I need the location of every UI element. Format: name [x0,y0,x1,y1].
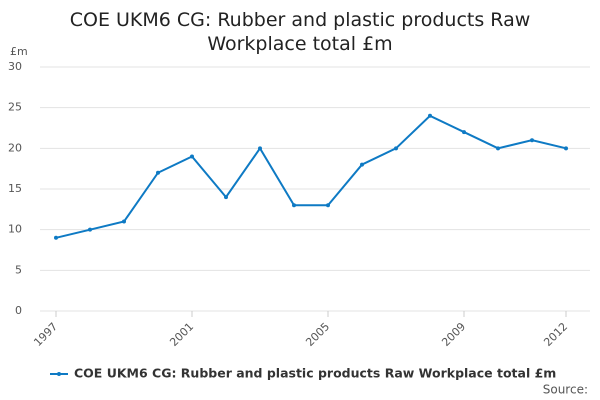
point [326,203,330,208]
chart-title: COE UKM6 CG: Rubber and plastic products… [69,9,531,55]
line [55,114,567,239]
point [530,138,534,143]
point [122,219,126,224]
point [88,227,92,232]
point [156,170,160,175]
x-tick-label: 2012 [541,320,570,349]
y-unit: £m [10,45,28,58]
point [394,146,398,151]
y-tick-label: 30 [8,60,22,73]
legend-marker [57,372,61,376]
y-tick-label: 15 [8,182,22,195]
point [360,162,364,167]
x-tick-label: 1997 [31,320,60,349]
y-tick-label: 25 [8,101,22,114]
point [564,146,568,151]
x-tick-label: 2005 [303,320,332,349]
x-tick-label: 2009 [439,320,468,349]
point [224,195,228,200]
point [462,130,466,135]
point [54,235,58,240]
y-tick-label: 5 [15,263,22,276]
y-tick-label: 10 [8,223,22,236]
point [190,154,194,159]
y-tick-label: 0 [15,304,22,317]
x-tick-label: 2001 [167,320,196,349]
point [428,113,432,118]
y-tick-label: 20 [8,141,22,154]
source: Source: [543,383,588,397]
legend-label: COE UKM6 CG: Rubber and plastic products… [74,366,556,381]
point [496,146,500,151]
point [292,203,296,208]
point [258,146,262,151]
